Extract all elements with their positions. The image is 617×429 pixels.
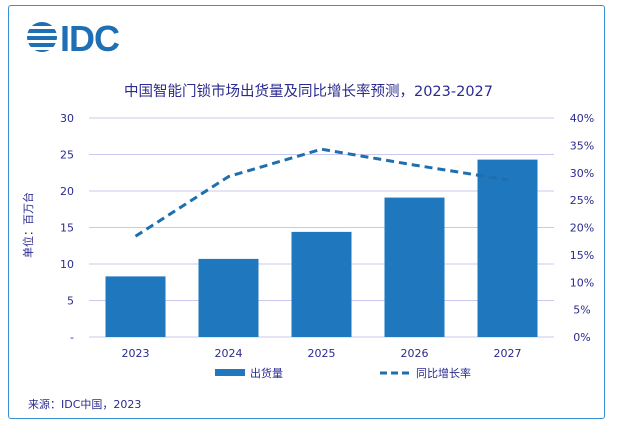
x-tick-label: 2025 <box>308 347 336 360</box>
y-tick-label: 10 <box>60 258 74 271</box>
chart-frame <box>8 5 605 419</box>
bar-2023 <box>105 276 166 337</box>
y-tick-label: 25 <box>60 149 74 162</box>
svg-text:IDC: IDC <box>60 20 120 54</box>
growth-rate-line <box>134 147 508 238</box>
bar-2027 <box>477 159 538 337</box>
bar-2026 <box>384 197 445 337</box>
source-note: 来源：IDC中国，2023 <box>28 398 142 411</box>
y-tick-label: 30 <box>60 112 74 125</box>
x-tick-label: 2026 <box>401 347 429 360</box>
y-tick-label: - <box>70 331 74 344</box>
bar-2024 <box>198 258 259 337</box>
y2-tick-label: 15% <box>570 249 594 262</box>
y2-tick-label: 20% <box>570 222 594 235</box>
chart-title: 中国智能门锁市场出货量及同比增长率预测，2023-2027 <box>123 84 494 100</box>
y2-tick-label: 10% <box>570 276 594 289</box>
y2-tick-label: 25% <box>570 194 594 207</box>
y2-tick-label: 40% <box>570 112 594 125</box>
y-tick-label: 15 <box>60 222 74 235</box>
legend-label-bar: 出货量 <box>250 366 283 380</box>
y2-tick-label: 30% <box>570 167 594 180</box>
y2-tick-label: 0% <box>573 331 590 344</box>
y2-tick-label: 5% <box>573 304 590 317</box>
x-tick-label: 2024 <box>215 347 243 360</box>
y-tick-label: 5 <box>67 295 74 308</box>
bar-2025 <box>291 231 352 337</box>
legend-label-line: 同比增长率 <box>416 366 471 380</box>
x-tick-label: 2027 <box>494 347 522 360</box>
y-tick-label: 20 <box>60 185 74 198</box>
legend-swatch-bar <box>215 369 245 376</box>
x-tick-label: 2023 <box>122 347 150 360</box>
idc-logo: IDC <box>27 20 121 54</box>
y2-tick-label: 35% <box>570 139 594 152</box>
